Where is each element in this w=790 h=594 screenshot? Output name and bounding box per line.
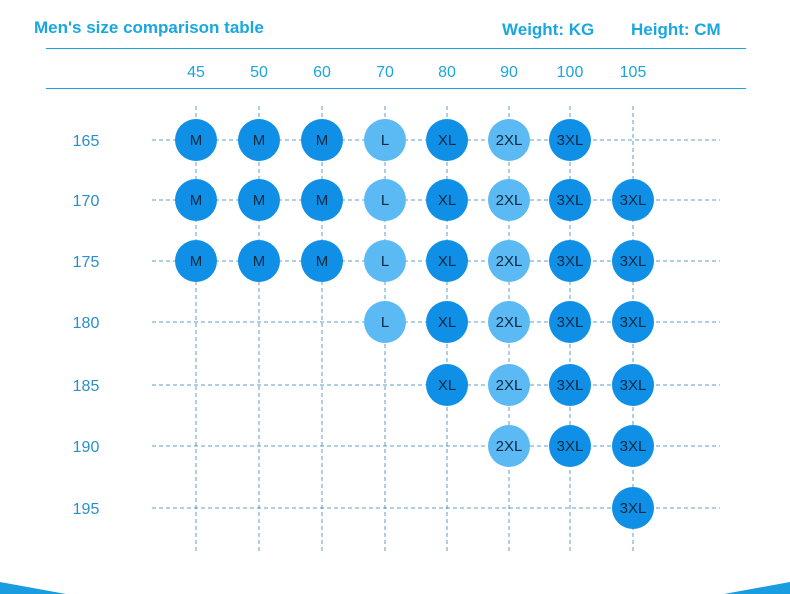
size-dot-165-45	[175, 119, 217, 161]
size-dot-180-70	[364, 301, 406, 343]
height-label-165: 165	[73, 133, 100, 150]
size-label-180-90: 2XL	[496, 314, 523, 331]
size-label-165-100: 3XL	[557, 132, 584, 149]
size-dot-175-70	[364, 240, 406, 282]
size-dot-190-90	[488, 425, 530, 467]
size-label-165-60: M	[316, 132, 329, 149]
size-dot-170-100	[549, 179, 591, 221]
weight-header-50: 50	[250, 64, 268, 81]
size-label-190-90: 2XL	[496, 438, 523, 455]
size-label-180-80: XL	[438, 314, 456, 331]
size-dot-170-80	[426, 179, 468, 221]
size-dot-185-90	[488, 364, 530, 406]
size-dot-185-100	[549, 364, 591, 406]
size-dot-170-45	[175, 179, 217, 221]
weight-header-100: 100	[557, 64, 584, 81]
size-dot-185-105	[612, 364, 654, 406]
size-label-165-45: M	[190, 132, 203, 149]
height-label-175: 175	[73, 254, 100, 271]
size-dot-190-105	[612, 425, 654, 467]
page-title: Men's size comparison table	[34, 18, 264, 37]
size-dot-180-80	[426, 301, 468, 343]
size-label-175-45: M	[190, 253, 203, 270]
header-top-rule	[46, 48, 746, 49]
size-dot-175-90	[488, 240, 530, 282]
size-label-165-50: M	[253, 132, 266, 149]
size-label-175-70: L	[381, 253, 389, 270]
size-dot-195-105	[612, 487, 654, 529]
weight-header-80: 80	[438, 64, 456, 81]
size-dot-170-60	[301, 179, 343, 221]
weight-header-105: 105	[620, 64, 647, 81]
size-dot-165-90	[488, 119, 530, 161]
size-label-185-100: 3XL	[557, 377, 584, 394]
size-label-175-100: 3XL	[557, 253, 584, 270]
size-label-170-50: M	[253, 192, 266, 209]
size-dot-175-80	[426, 240, 468, 282]
size-label-185-90: 2XL	[496, 377, 523, 394]
size-label-175-50: M	[253, 253, 266, 270]
decorative-corner-right	[724, 582, 790, 594]
size-dot-170-50	[238, 179, 280, 221]
size-dot-180-100	[549, 301, 591, 343]
size-dot-170-90	[488, 179, 530, 221]
header-bottom-rule	[46, 88, 746, 89]
size-dot-180-90	[488, 301, 530, 343]
size-label-165-80: XL	[438, 132, 456, 149]
size-dot-165-80	[426, 119, 468, 161]
size-label-190-100: 3XL	[557, 438, 584, 455]
size-label-170-60: M	[316, 192, 329, 209]
size-label-195-105: 3XL	[620, 500, 647, 517]
weight-header-45: 45	[187, 64, 205, 81]
size-label-170-80: XL	[438, 192, 456, 209]
size-dot-165-100	[549, 119, 591, 161]
size-label-170-70: L	[381, 192, 389, 209]
size-label-175-105: 3XL	[620, 253, 647, 270]
weight-header-70: 70	[376, 64, 394, 81]
decorative-corner-left	[0, 582, 66, 594]
size-dot-175-100	[549, 240, 591, 282]
size-label-185-80: XL	[438, 377, 456, 394]
size-label-185-105: 3XL	[620, 377, 647, 394]
height-label-195: 195	[73, 501, 100, 518]
size-label-170-105: 3XL	[620, 192, 647, 209]
height-label-180: 180	[73, 315, 100, 332]
size-dot-165-60	[301, 119, 343, 161]
size-dot-170-105	[612, 179, 654, 221]
size-dot-175-105	[612, 240, 654, 282]
size-dot-180-105	[612, 301, 654, 343]
size-dot-165-50	[238, 119, 280, 161]
size-label-170-90: 2XL	[496, 192, 523, 209]
size-label-175-90: 2XL	[496, 253, 523, 270]
size-label-180-70: L	[381, 314, 389, 331]
size-label-165-70: L	[381, 132, 389, 149]
height-label-190: 190	[73, 439, 100, 456]
size-label-175-80: XL	[438, 253, 456, 270]
size-dot-190-100	[549, 425, 591, 467]
size-dot-185-80	[426, 364, 468, 406]
size-dot-175-50	[238, 240, 280, 282]
size-dot-175-60	[301, 240, 343, 282]
size-label-165-90: 2XL	[496, 132, 523, 149]
size-label-180-100: 3XL	[557, 314, 584, 331]
size-dot-170-70	[364, 179, 406, 221]
size-label-180-105: 3XL	[620, 314, 647, 331]
size-dot-175-45	[175, 240, 217, 282]
weight-unit-label: Weight: KG	[502, 20, 595, 39]
weight-header-60: 60	[313, 64, 331, 81]
height-unit-label: Height: CM	[631, 20, 721, 39]
size-label-170-100: 3XL	[557, 192, 584, 209]
height-label-185: 185	[73, 378, 100, 395]
height-label-170: 170	[73, 193, 100, 210]
size-dot-165-70	[364, 119, 406, 161]
size-label-190-105: 3XL	[620, 438, 647, 455]
weight-header-90: 90	[500, 64, 518, 81]
size-label-175-60: M	[316, 253, 329, 270]
size-label-170-45: M	[190, 192, 203, 209]
